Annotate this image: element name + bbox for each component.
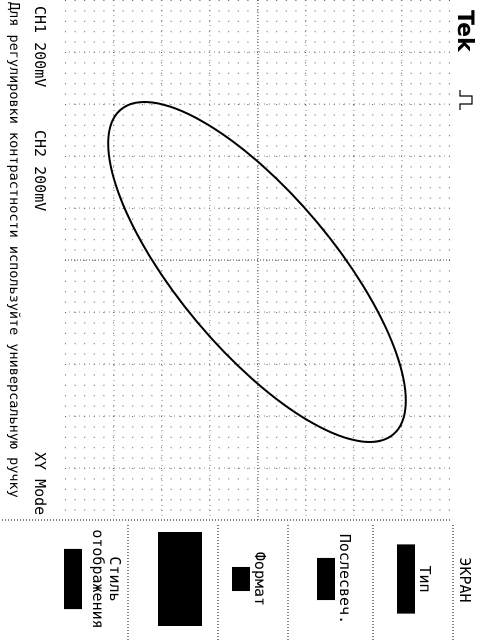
center-axes xyxy=(65,0,450,520)
menu-highlight xyxy=(158,532,202,626)
menu-value-box xyxy=(317,557,335,601)
menu-label: Тип xyxy=(416,565,434,592)
menu-value: Обычн. xyxy=(64,552,82,606)
graticule xyxy=(0,0,450,521)
menu: ТипВекторыПослесвеч.ВыклФорматXYКонтраст… xyxy=(64,525,454,640)
menu-label-line: Стиль xyxy=(106,556,124,601)
ch2-label: CH2 200mV xyxy=(31,130,49,211)
xy-trace xyxy=(107,101,407,443)
menu-value-box xyxy=(397,544,415,614)
menu-value: XY xyxy=(232,570,250,588)
menu-title: ЭКРАН xyxy=(456,557,474,602)
menu-label: Стильотображения xyxy=(89,529,124,628)
menu-value-box xyxy=(232,566,250,592)
trigger-icon xyxy=(459,90,473,110)
menu-item[interactable]: Стильотображения Обычн. xyxy=(64,525,129,640)
menu-value-box xyxy=(64,548,82,610)
menu-label-line: отображения xyxy=(89,529,107,628)
brand: Tek xyxy=(452,10,477,53)
menu-value: 54% xyxy=(162,565,180,592)
menu-label: Формат xyxy=(251,552,269,606)
menu-value: Выкл xyxy=(317,561,335,597)
ch1-label: CH1 200mV xyxy=(31,6,49,87)
mode-label: XY Mode xyxy=(31,452,49,515)
menu-item[interactable]: Послесвеч.Выкл xyxy=(317,525,374,640)
hint-message: Для регулировки контрастности используйт… xyxy=(6,2,22,498)
menu-label: Послесвеч. xyxy=(336,534,354,624)
menu-value: Векторы xyxy=(397,547,415,610)
menu-label: Контраст xyxy=(181,543,199,615)
